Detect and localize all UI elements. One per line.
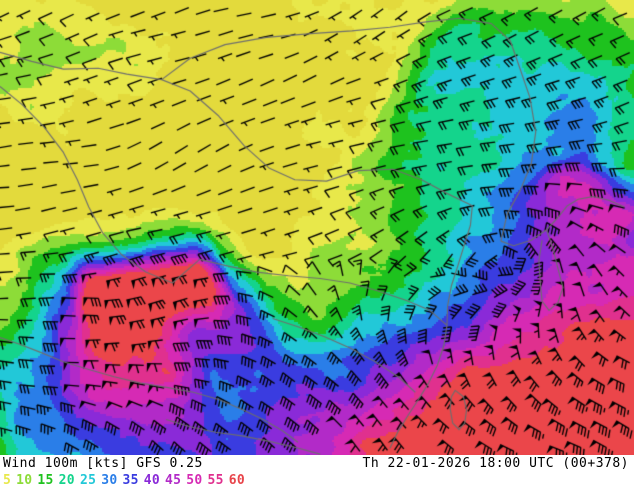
legend-tick-5: 5 [3,472,12,488]
legend-tick-50: 50 [186,472,203,488]
legend-tick-15: 15 [37,472,54,488]
model-run-timestamp: Th 22-01-2026 18:00 UTC (00+378) [362,456,629,471]
wind-speed-colorbar-legend: 5 10 15 20 25 30 35 40 45 50 55 60 [3,472,245,489]
legend-tick-25: 25 [79,472,97,488]
legend-tick-10: 10 [16,472,33,488]
legend-tick-30: 30 [101,472,118,488]
legend-tick-20: 20 [58,472,75,488]
map-footer: Wind 100m [kts] GFS 0.25 Th 22-01-2026 1… [0,455,634,490]
wind-speed-heatmap-canvas[interactable] [0,0,634,455]
legend-tick-60: 60 [228,472,246,488]
legend-tick-45: 45 [165,472,182,488]
legend-tick-40: 40 [143,472,160,488]
legend-tick-55: 55 [207,472,224,488]
wind-map-panel[interactable] [0,0,634,455]
legend-tick-35: 35 [122,472,139,488]
product-title: Wind 100m [kts] GFS 0.25 [3,456,203,471]
